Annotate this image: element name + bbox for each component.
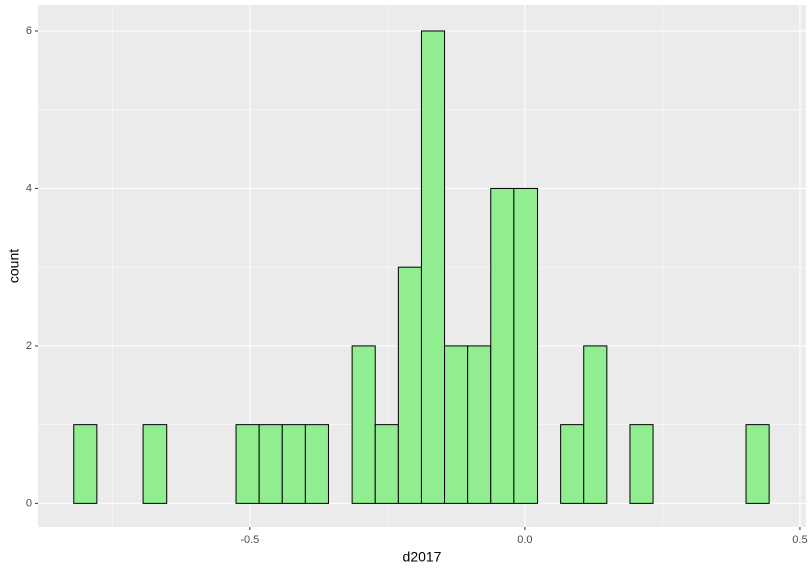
x-tick-label: 0.5	[792, 534, 807, 546]
bar	[374, 424, 399, 504]
bar	[513, 187, 539, 504]
bar	[629, 424, 654, 504]
axes: 0 2 4 6 -0.5 0.0 0.5	[26, 25, 808, 546]
x-tick-label: -0.5	[240, 534, 259, 546]
x-axis-title: d2017	[403, 549, 442, 565]
bars	[73, 30, 770, 504]
y-tick-label: 2	[26, 340, 32, 352]
y-tick-label: 4	[26, 182, 32, 194]
bar	[142, 424, 168, 504]
bar	[583, 345, 608, 504]
bar	[560, 424, 585, 504]
bar	[281, 424, 306, 504]
bar	[351, 345, 376, 504]
bar	[444, 345, 469, 504]
bar	[304, 424, 329, 504]
y-tick-label: 6	[26, 25, 32, 37]
bar	[745, 424, 770, 504]
bar	[397, 266, 422, 504]
y-axis-title: count	[6, 249, 22, 283]
x-tick-label: 0.0	[517, 534, 532, 546]
y-tick-label: 0	[26, 497, 32, 509]
bar	[235, 424, 260, 504]
bar	[490, 187, 515, 504]
bar	[420, 30, 446, 504]
bar	[467, 345, 492, 504]
bar	[258, 424, 283, 504]
bar	[73, 424, 98, 504]
